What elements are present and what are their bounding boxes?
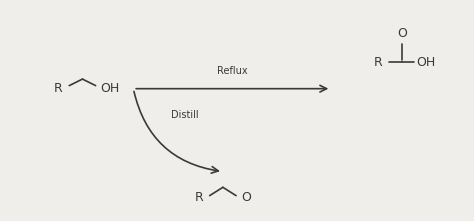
Text: OH: OH <box>416 56 435 69</box>
Text: O: O <box>397 27 407 40</box>
Text: OH: OH <box>100 82 119 95</box>
Text: Reflux: Reflux <box>217 66 247 76</box>
Text: R: R <box>374 56 383 69</box>
Text: Distill: Distill <box>172 110 199 120</box>
Text: O: O <box>241 191 251 204</box>
Text: R: R <box>54 82 62 95</box>
Text: R: R <box>195 191 204 204</box>
